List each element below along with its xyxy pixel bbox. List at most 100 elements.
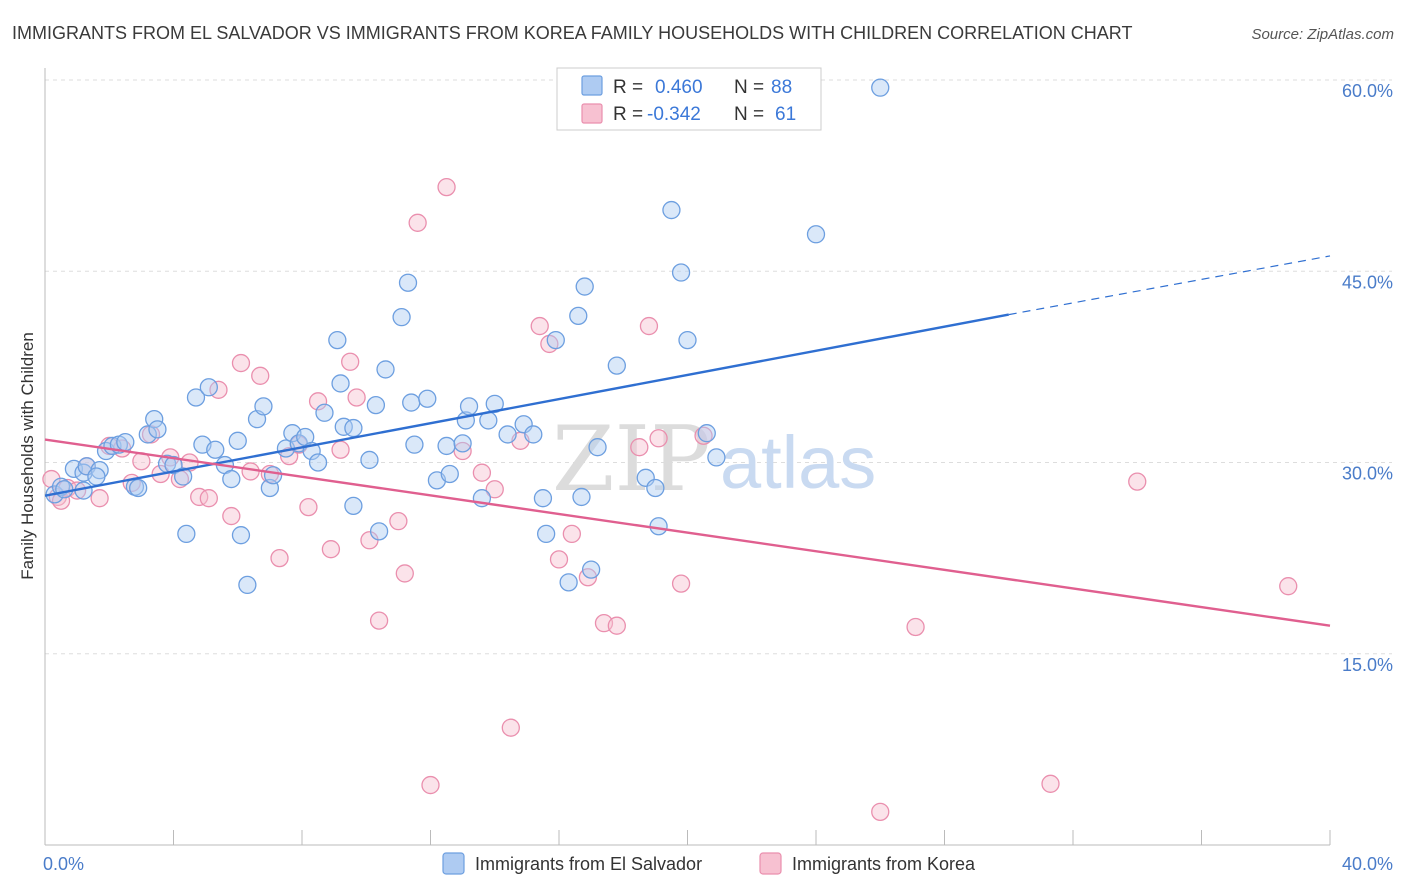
el-salvador-point-25	[206, 440, 225, 459]
el-salvador-point-12	[116, 432, 135, 452]
series-legend-label-el-salvador: Immigrants from El Salvador	[475, 854, 702, 874]
el-salvador-point-28	[228, 431, 247, 450]
watermark: ZIP atlas	[552, 407, 876, 512]
legend-n-value-1: 88	[771, 77, 792, 98]
el-salvador-point-58	[440, 464, 459, 484]
korea-point-30	[331, 440, 350, 459]
korea-point-19	[222, 506, 241, 526]
el-salvador-point-8	[87, 467, 106, 486]
el-salvador-point-68	[533, 489, 553, 508]
el-salvador-point-59	[453, 434, 472, 453]
el-salvador-point-84	[697, 424, 716, 443]
chart-title: IMMIGRANTS FROM EL SALVADOR VS IMMIGRANT…	[12, 23, 1132, 43]
el-salvador-trendline	[44, 313, 1009, 497]
korea-point-6	[90, 489, 109, 508]
el-salvador-point-27	[222, 469, 241, 489]
el-salvador-point-24	[199, 378, 218, 397]
el-salvador-point-80	[649, 517, 668, 536]
el-salvador-point-42	[328, 330, 347, 350]
el-salvador-point-51	[392, 307, 411, 327]
el-salvador-point-61	[459, 397, 479, 416]
el-salvador-point-45	[344, 418, 363, 438]
watermark-atlas: atlas	[720, 421, 876, 504]
el-salvador-point-34	[263, 466, 283, 485]
legend-r-label-2: R =	[613, 104, 643, 125]
el-salvador-point-83	[678, 330, 697, 350]
el-salvador-point-53	[402, 393, 421, 412]
el-salvador-point-20	[173, 467, 193, 486]
korea-point-39	[437, 177, 456, 197]
el-salvador-point-21	[177, 524, 196, 544]
korea-point-59	[1041, 774, 1060, 793]
el-salvador-point-75	[581, 560, 601, 579]
el-salvador-point-87	[871, 78, 890, 97]
el-salvador-point-67	[524, 425, 543, 444]
el-salvador-point-14	[129, 478, 148, 498]
korea-point-31	[341, 352, 360, 371]
korea-point-55	[671, 574, 691, 593]
el-salvador-point-48	[366, 395, 386, 415]
korea-point-60	[1128, 472, 1147, 491]
korea-point-16	[190, 487, 209, 507]
series-legend-swatch-korea	[759, 852, 782, 875]
x-tick-label-0: 0.0%	[43, 854, 84, 874]
korea-point-36	[395, 564, 414, 583]
y-tick-label-0: 15.0%	[1342, 655, 1393, 675]
el-salvador-point-29	[231, 526, 251, 545]
x-tick-label-1: 40.0%	[1342, 854, 1393, 874]
el-salvador-point-73	[572, 487, 591, 507]
korea-point-28	[308, 392, 328, 411]
korea-point-53	[639, 316, 659, 336]
legend-n-label-1: N =	[734, 77, 764, 98]
korea-point-37	[408, 213, 427, 232]
legend-swatch-korea	[581, 103, 603, 124]
korea-point-38	[421, 775, 440, 795]
el-salvador-point-17	[148, 420, 167, 439]
el-salvador-point-16	[145, 409, 164, 429]
y-tick-labels: 15.0% 30.0% 45.0% 60.0%	[1342, 81, 1393, 675]
korea-point-27	[299, 497, 318, 517]
el-salvador-trendline-extension	[1008, 255, 1331, 316]
el-salvador-point-44	[334, 417, 353, 436]
trendlines	[44, 255, 1331, 627]
el-salvador-point-32	[254, 397, 273, 416]
el-salvador-point-50	[376, 360, 395, 379]
el-salvador-point-77	[607, 356, 626, 375]
korea-point-57	[871, 802, 890, 821]
axes	[44, 68, 1331, 846]
el-salvador-point-49	[369, 522, 389, 541]
el-salvador-point-76	[588, 438, 607, 457]
el-salvador-point-55	[418, 389, 437, 408]
legend-n-value-2: 61	[775, 104, 796, 125]
legend-r-value-2: -0.342	[647, 104, 701, 125]
korea-point-24	[270, 548, 289, 568]
korea-point-29	[321, 540, 341, 559]
legend-r-value-1: 0.460	[655, 77, 703, 98]
korea-point-20	[231, 353, 251, 373]
el-salvador-point-82	[671, 263, 691, 282]
y-axis-title: Family Households with Children	[18, 332, 37, 580]
korea-point-17	[199, 489, 218, 508]
el-salvador-point-65	[498, 425, 517, 444]
el-salvador-point-40	[308, 453, 328, 472]
el-salvador-points	[45, 78, 890, 595]
korea-point-41	[472, 463, 492, 482]
korea-point-56	[694, 426, 713, 445]
korea-point-48	[562, 524, 581, 544]
watermark-zip: ZIP	[552, 407, 711, 512]
y-tick-label-1: 30.0%	[1342, 464, 1393, 484]
korea-point-54	[649, 429, 668, 448]
korea-point-47	[549, 550, 569, 569]
el-salvador-point-47	[360, 450, 379, 470]
el-salvador-point-72	[569, 306, 588, 326]
korea-point-0	[42, 469, 61, 489]
el-salvador-point-15	[138, 425, 157, 444]
el-salvador-point-52	[398, 273, 418, 292]
y-tick-label-3: 60.0%	[1342, 81, 1393, 101]
korea-point-43	[501, 718, 520, 737]
korea-point-61	[1279, 577, 1298, 596]
el-salvador-point-71	[559, 573, 578, 592]
el-salvador-point-70	[546, 330, 565, 350]
korea-point-21	[241, 462, 260, 481]
el-salvador-point-46	[344, 496, 363, 516]
